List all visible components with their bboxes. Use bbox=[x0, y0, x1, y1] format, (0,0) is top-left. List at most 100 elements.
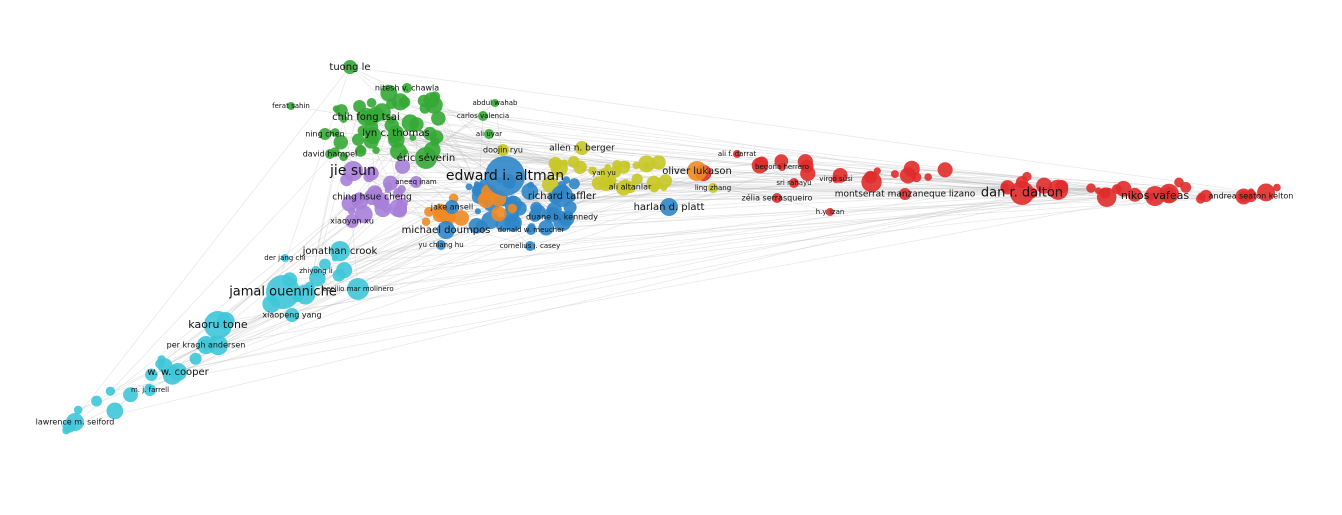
node-bubble bbox=[430, 137, 440, 147]
node-bubble bbox=[561, 159, 569, 167]
edge bbox=[371, 102, 1099, 192]
node-bubble bbox=[409, 117, 424, 132]
node-bubble bbox=[432, 208, 447, 223]
edge bbox=[351, 220, 359, 290]
node bbox=[436, 240, 446, 250]
node-bubble bbox=[567, 156, 580, 168]
node-bubble bbox=[1055, 179, 1069, 194]
node-label: yu chiang hu bbox=[418, 241, 463, 249]
node-label: yan yu bbox=[592, 169, 616, 177]
node-bubble bbox=[899, 167, 917, 184]
node-bubble bbox=[431, 111, 446, 126]
edge bbox=[218, 172, 704, 346]
node bbox=[388, 125, 404, 141]
edge bbox=[171, 190, 1099, 372]
node-bubble bbox=[642, 162, 650, 170]
node-bubble bbox=[333, 135, 348, 150]
node-label: david hampel bbox=[303, 150, 358, 159]
node-bubble bbox=[609, 165, 622, 178]
node-label: lawrence m. seiford bbox=[36, 418, 115, 427]
node bbox=[772, 193, 782, 203]
node-label: richard taffler bbox=[528, 191, 597, 202]
node bbox=[445, 200, 459, 214]
node-bubble bbox=[1022, 171, 1032, 182]
nodes bbox=[66, 60, 1257, 431]
node-label: xiaopeng yang bbox=[262, 311, 321, 320]
edge bbox=[368, 176, 795, 184]
node-bubble bbox=[1197, 192, 1206, 201]
node bbox=[66, 413, 84, 431]
node-bubble bbox=[189, 352, 202, 365]
node-label: kaoru tone bbox=[188, 318, 248, 331]
node-bubble bbox=[423, 126, 437, 141]
node bbox=[319, 128, 331, 140]
node bbox=[197, 336, 215, 354]
node-bubble bbox=[1273, 183, 1281, 192]
node-bubble bbox=[631, 173, 643, 185]
node-bubble bbox=[588, 166, 597, 175]
node bbox=[497, 144, 509, 156]
node-bubble bbox=[351, 133, 365, 146]
clusters bbox=[62, 84, 1281, 435]
edge bbox=[366, 115, 946, 171]
node-label: h.y. izan bbox=[816, 208, 845, 216]
node-label: lyn c. thomas bbox=[362, 128, 430, 139]
node bbox=[526, 225, 536, 235]
node-bubble bbox=[1180, 181, 1192, 193]
edge bbox=[531, 168, 912, 228]
node-bubble bbox=[507, 217, 521, 230]
node-bubble bbox=[651, 155, 666, 170]
edge bbox=[486, 185, 1045, 201]
node-label: jamal ouenniche bbox=[228, 285, 337, 300]
node-bubble bbox=[521, 183, 539, 200]
node-bubble bbox=[548, 156, 563, 171]
edge bbox=[289, 196, 1107, 281]
node-bubble bbox=[568, 178, 580, 190]
edge bbox=[401, 188, 442, 246]
node-bubble bbox=[864, 170, 877, 184]
node-bubble bbox=[890, 170, 899, 179]
node bbox=[899, 188, 911, 200]
edge bbox=[395, 132, 1186, 188]
edge bbox=[148, 161, 806, 388]
edge bbox=[391, 103, 1124, 190]
edge bbox=[481, 191, 1252, 227]
edge bbox=[491, 192, 1105, 204]
edge bbox=[425, 157, 1062, 187]
node-bubble bbox=[1000, 183, 1010, 193]
node-bubble bbox=[91, 395, 102, 407]
node-bubble bbox=[1096, 187, 1117, 207]
node-bubble bbox=[392, 203, 408, 218]
node-label: xiaoyan xu bbox=[330, 217, 374, 226]
node-bubble bbox=[1161, 186, 1177, 203]
node-bubble bbox=[605, 175, 617, 186]
node-label: oliver lukason bbox=[662, 166, 732, 177]
node bbox=[733, 150, 741, 158]
edge bbox=[225, 187, 1092, 322]
node-label: ali altanlar bbox=[609, 183, 652, 192]
node bbox=[551, 185, 573, 207]
edge bbox=[451, 176, 929, 208]
node-label: donald w. meucher bbox=[498, 226, 565, 234]
node-bubble bbox=[145, 368, 158, 382]
node-bubble bbox=[356, 145, 366, 154]
node-bubble bbox=[1086, 183, 1096, 193]
edge bbox=[376, 141, 435, 151]
node bbox=[364, 189, 380, 205]
node-label: chih fong tsai bbox=[332, 112, 400, 123]
node-label: cornelius j. casey bbox=[500, 242, 560, 250]
node-bubble bbox=[491, 206, 507, 222]
node-bubble bbox=[336, 262, 353, 279]
node-label: carlos valencia bbox=[457, 112, 509, 120]
edge bbox=[171, 192, 1033, 372]
node bbox=[491, 99, 499, 107]
node-label: der jang chi bbox=[264, 254, 305, 262]
node-bubble bbox=[508, 195, 517, 204]
node-bubble bbox=[937, 162, 953, 178]
node-bubble bbox=[106, 402, 124, 420]
node-label: ali f. darrat bbox=[718, 150, 756, 158]
node-label: ling zhang bbox=[695, 184, 731, 192]
edges bbox=[65, 66, 1267, 431]
node-label: nikos vafeas bbox=[1121, 189, 1190, 202]
